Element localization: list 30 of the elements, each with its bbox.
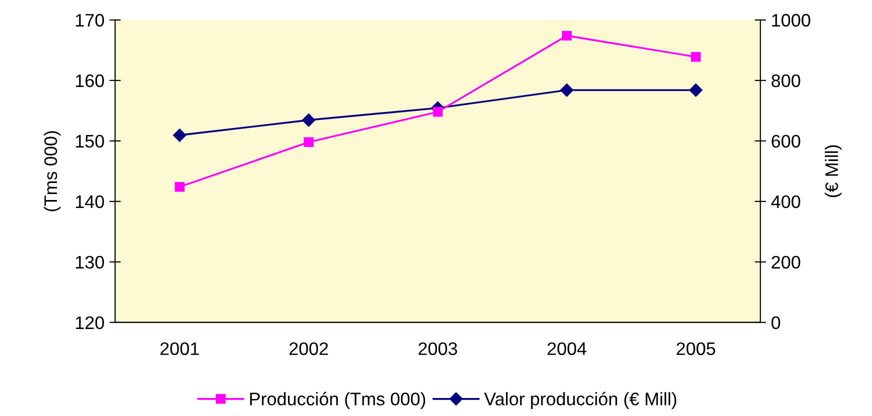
point <box>689 84 702 97</box>
y-tick-label: 170 <box>76 14 104 27</box>
y2-tick-label: 200 <box>772 256 800 269</box>
y2-tick-label: 1000 <box>772 14 810 27</box>
y2-tick-label: 400 <box>771 195 800 208</box>
point <box>173 128 186 142</box>
y2-tick-label: 0 <box>772 316 780 330</box>
y-tick-label: 140 <box>76 195 104 208</box>
y-tick-label: 120 <box>76 316 104 330</box>
point <box>690 52 701 62</box>
point <box>302 113 316 127</box>
point <box>560 84 574 97</box>
x-tick-label: 2004 <box>548 342 586 356</box>
y-tick-label: 160 <box>76 74 104 88</box>
y2-axis-title: (€ Mill) <box>824 145 842 198</box>
x-tick-label: 2003 <box>418 342 458 356</box>
point <box>304 137 314 148</box>
y2-tick-label: 600 <box>772 134 800 148</box>
x-tick-label: 2001 <box>160 342 199 356</box>
x-tick-label: 2005 <box>676 342 716 356</box>
y-axis-title: (Tms 000) <box>44 131 61 212</box>
x-tick-label: 2002 <box>290 342 328 356</box>
legend-label: Producción (Tms 000) <box>250 392 426 409</box>
y2-tick-label: 800 <box>772 74 800 88</box>
point <box>432 107 443 117</box>
point <box>174 182 184 192</box>
legend-label: Valor producción (€ Mill) <box>484 392 676 409</box>
y-tick-label: 130 <box>76 256 104 269</box>
point <box>562 30 572 41</box>
y-tick-label: 150 <box>76 134 104 148</box>
